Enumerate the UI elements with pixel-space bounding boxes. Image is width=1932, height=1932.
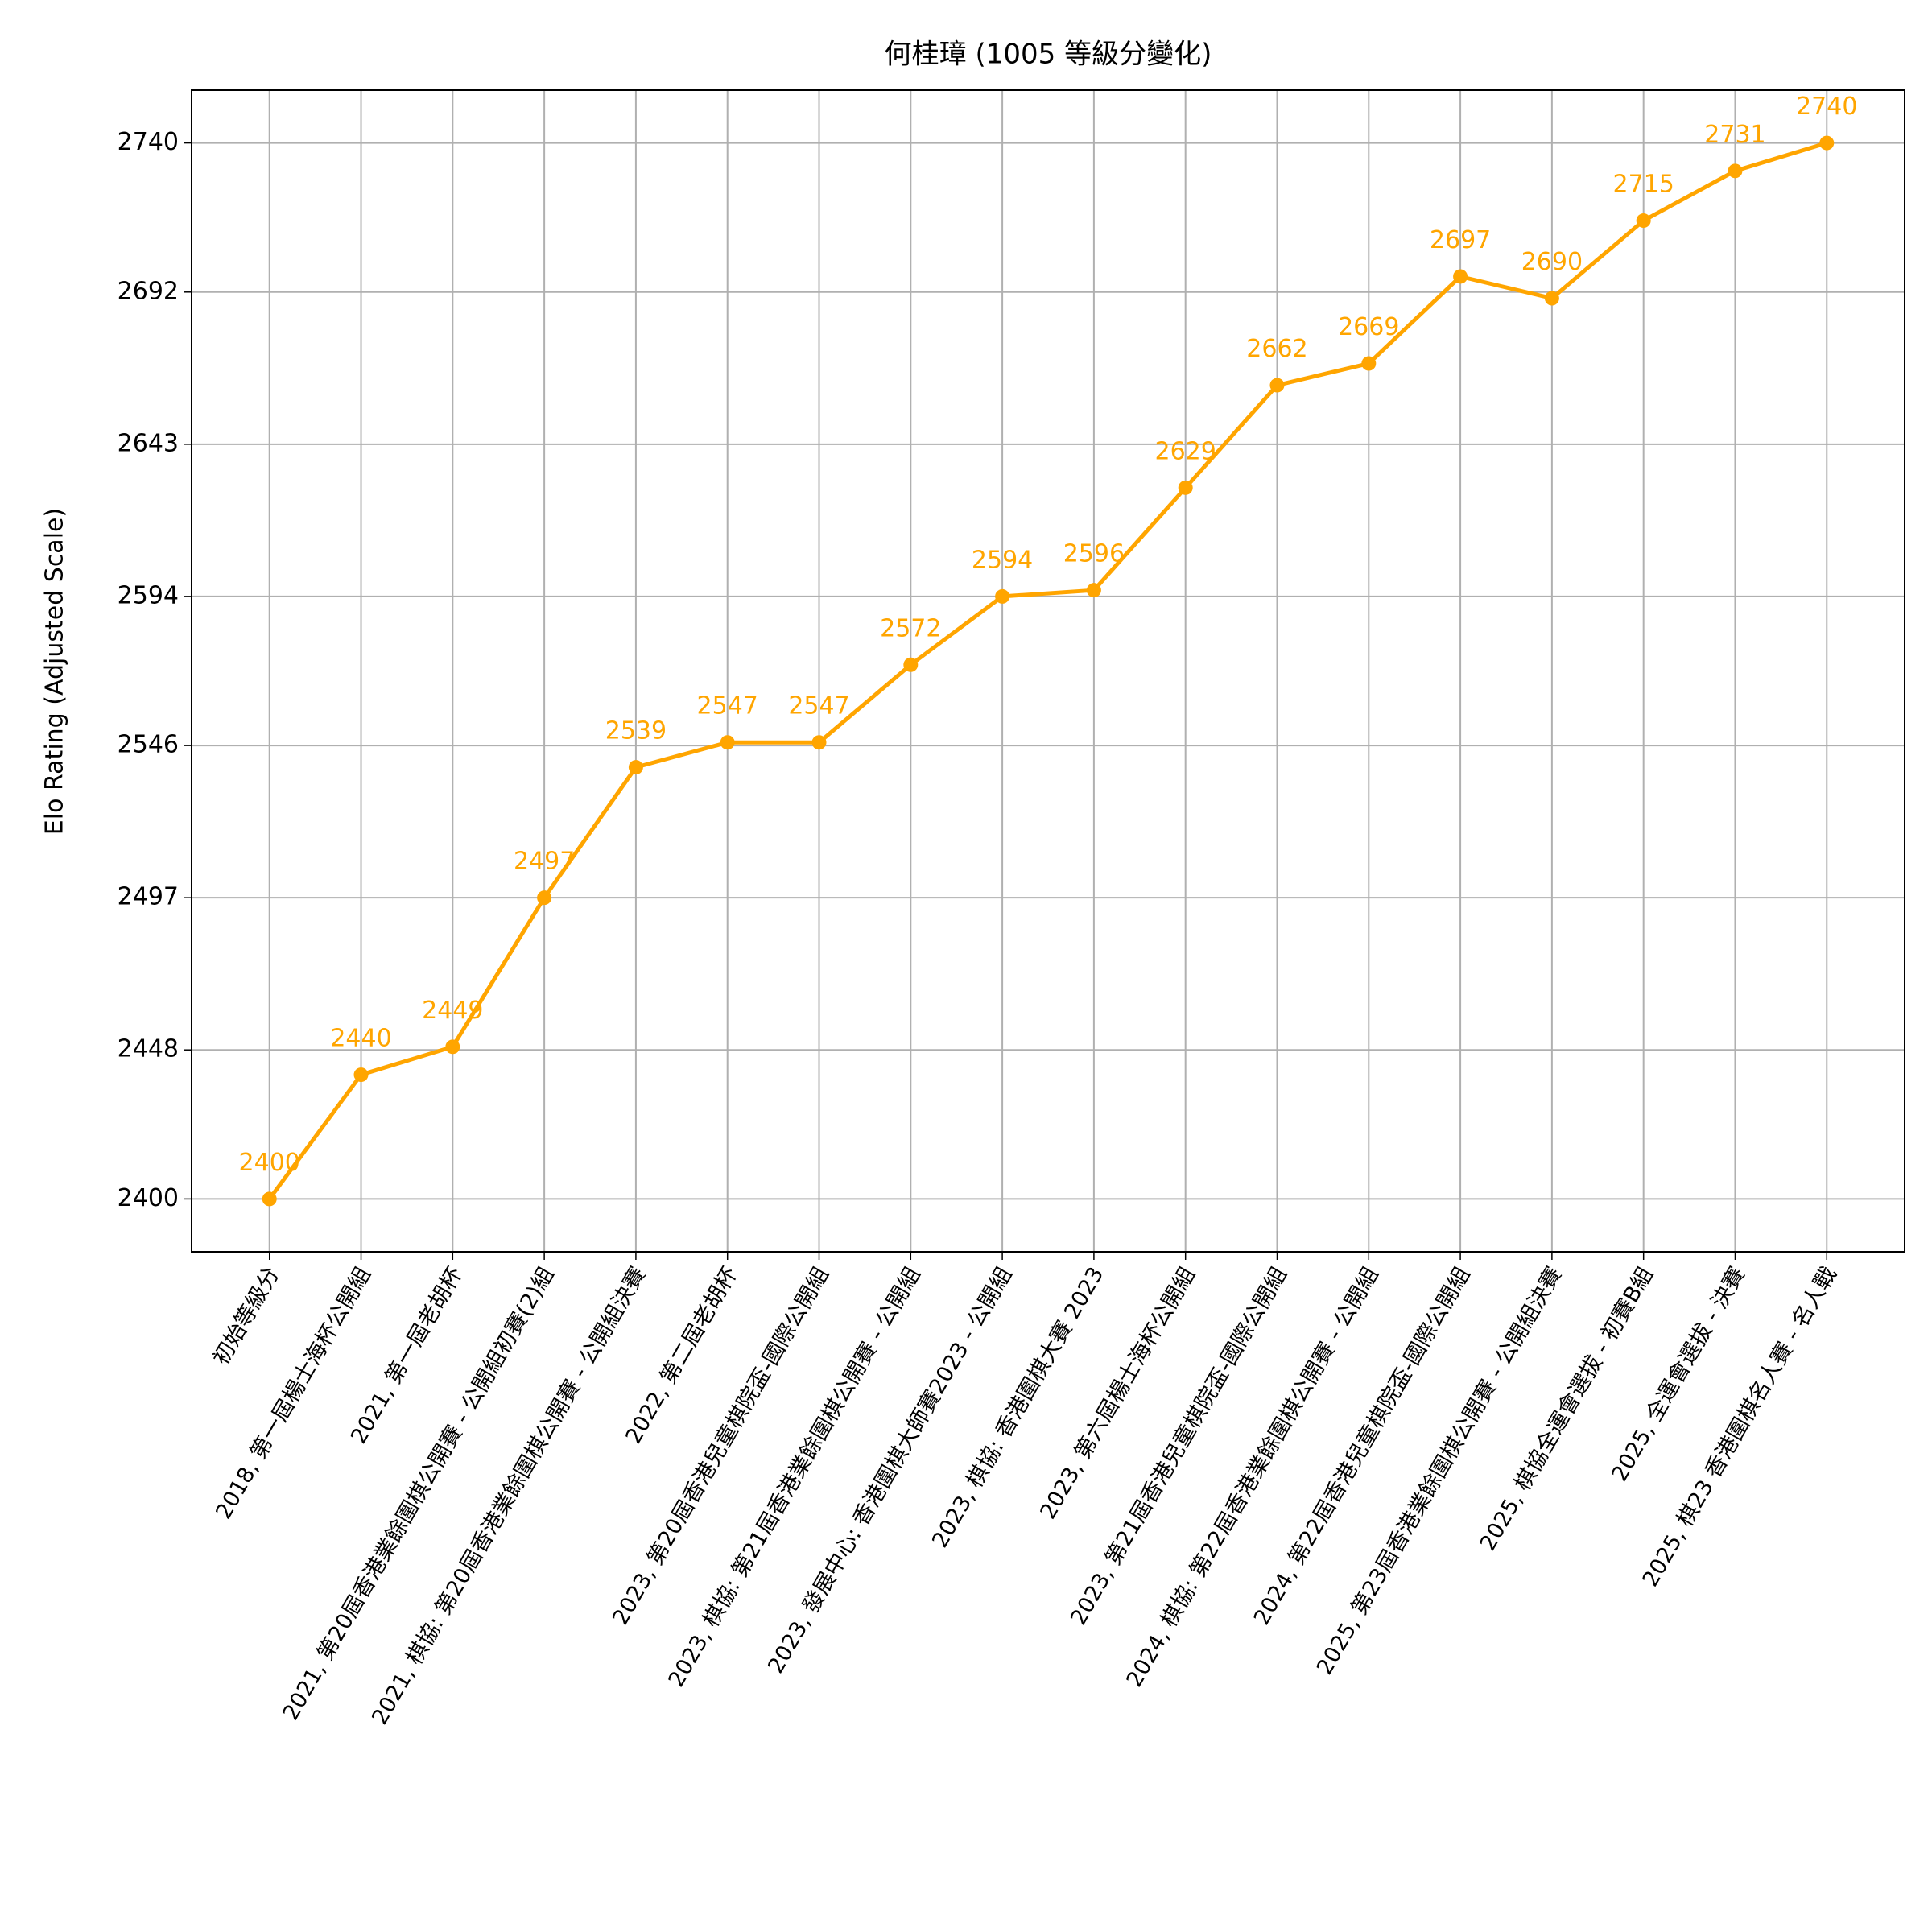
data-label: 2449 (422, 997, 483, 1025)
y-tick-label: 2448 (118, 1035, 179, 1063)
point (811, 735, 827, 750)
y-tick-label: 2400 (118, 1184, 179, 1212)
point (903, 657, 919, 672)
y-axis-label: Elo Rating (Adjusted Scale) (41, 508, 69, 835)
chart-title: 何桂璋 (1005 等級分變化) (885, 39, 1212, 71)
data-label: 2669 (1338, 313, 1399, 341)
data-label: 2662 (1246, 335, 1307, 363)
data-label: 2497 (514, 848, 575, 876)
line (267, 141, 1827, 1200)
data-label: 2715 (1612, 171, 1674, 199)
point (537, 890, 552, 906)
y-tick-label: 2692 (118, 277, 179, 305)
data-label: 2697 (1430, 226, 1491, 254)
point (995, 588, 1010, 604)
y-tick-label: 2546 (118, 731, 179, 759)
point (720, 735, 735, 750)
y-tick-label: 2740 (118, 128, 179, 156)
point (1819, 135, 1835, 151)
data-label: 2596 (1063, 540, 1125, 568)
data-label: 2731 (1704, 121, 1765, 149)
point (353, 1067, 369, 1083)
point (1178, 480, 1193, 495)
point (1361, 356, 1377, 371)
data-label: 2572 (880, 614, 941, 642)
plot-frame (191, 89, 1905, 1253)
point (1086, 583, 1101, 598)
data-label: 2400 (239, 1149, 300, 1177)
data-label: 2539 (605, 717, 667, 745)
data-label: 2740 (1796, 93, 1857, 121)
point (1544, 291, 1559, 306)
point (1269, 378, 1285, 393)
data-label: 2440 (330, 1025, 391, 1053)
point (1728, 163, 1743, 179)
y-tick-label: 2497 (118, 883, 179, 911)
y-tick-label: 2594 (118, 581, 179, 609)
point (1636, 213, 1651, 229)
y-tick-label: 2643 (118, 429, 179, 457)
point (1453, 269, 1468, 284)
data-label: 2547 (788, 692, 849, 720)
data-label: 2629 (1155, 437, 1216, 465)
data-label: 2547 (697, 692, 758, 720)
data-label: 2594 (972, 546, 1033, 574)
point (445, 1039, 460, 1055)
point (262, 1191, 277, 1207)
point (628, 760, 643, 775)
data-label: 2690 (1521, 248, 1583, 276)
